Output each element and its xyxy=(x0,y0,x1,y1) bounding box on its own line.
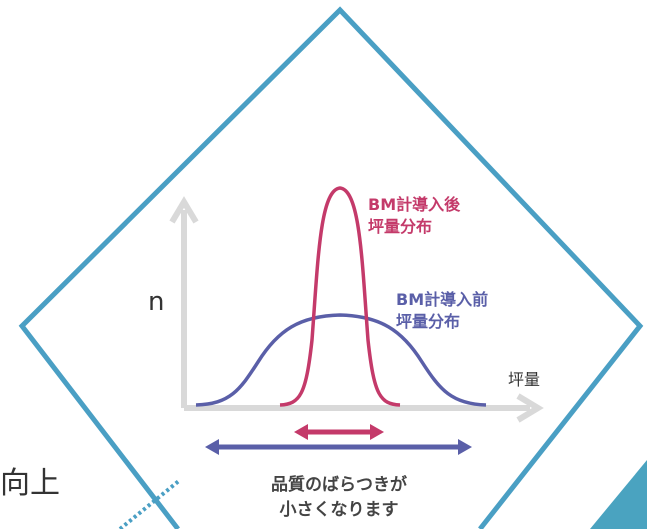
after-distribution-curve xyxy=(279,186,401,407)
before-label-line1: BM計導入前 xyxy=(396,290,488,309)
caption-line2: 小さくなります xyxy=(280,500,399,520)
before-range-arrow xyxy=(205,439,472,455)
after-range-arrow xyxy=(294,424,384,440)
before-distribution-curve xyxy=(195,313,487,407)
after-label-line1: BM計導入後 xyxy=(368,195,461,214)
corner-triangle xyxy=(590,460,647,529)
side-text-fragment: 向上 xyxy=(0,466,60,501)
caption-line1: 品質のばらつきが xyxy=(271,474,407,495)
dotted-connector xyxy=(118,478,182,529)
x-axis-label: 坪量 xyxy=(508,370,540,389)
diamond-frame xyxy=(18,6,644,529)
before-label-line2: 坪量分布 xyxy=(396,312,460,331)
y-axis xyxy=(169,196,199,408)
after-label-line2: 坪量分布 xyxy=(368,217,432,236)
x-axis xyxy=(184,393,544,423)
y-axis-label: n xyxy=(148,287,164,317)
